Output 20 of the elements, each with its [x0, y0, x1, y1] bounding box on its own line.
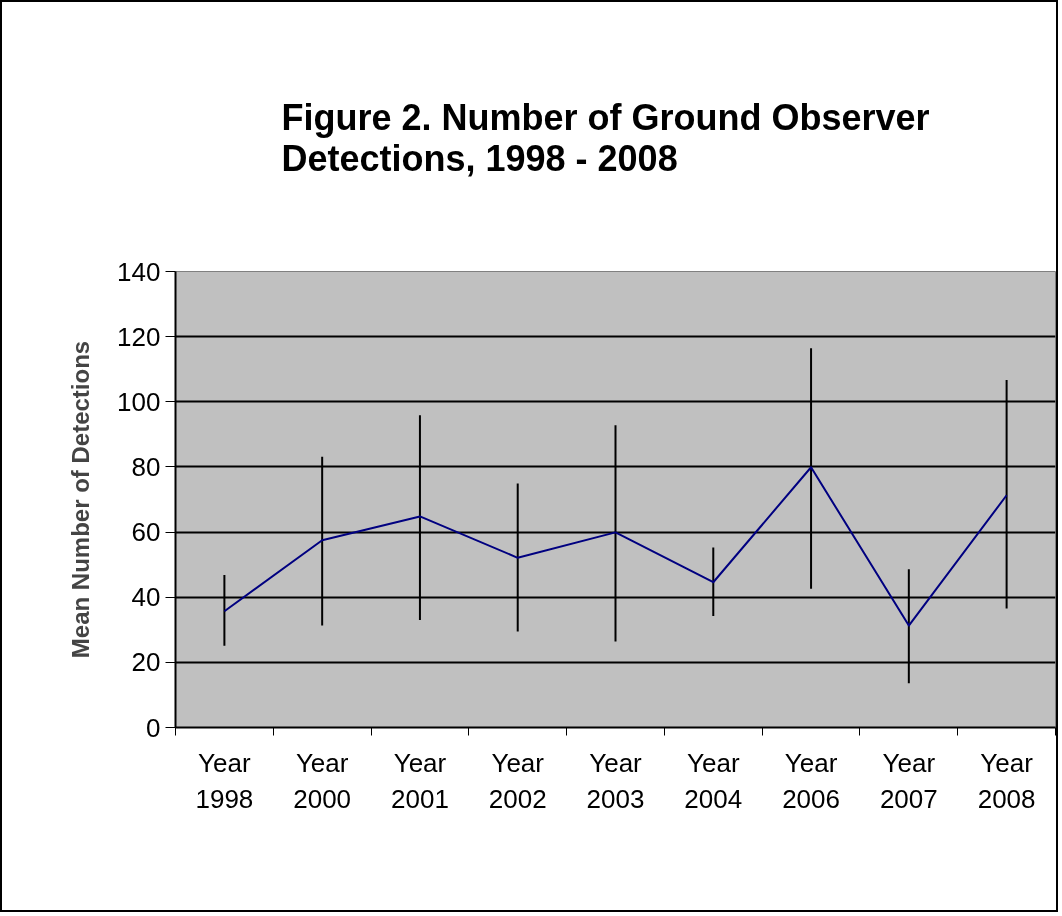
x-tick-label: Year 1998	[195, 747, 254, 814]
y-tick-label: 100	[117, 386, 161, 417]
y-tick-label: 0	[146, 712, 161, 743]
x-tick-label: Year 2008	[977, 747, 1036, 814]
y-tick-label: 20	[131, 647, 161, 678]
y-tick-label: 120	[117, 321, 161, 352]
chart-title: Figure 2. Number of Ground Observer Detections, 1998 - 2008	[281, 97, 930, 179]
y-axis-title: Mean Number of Detections	[67, 340, 95, 659]
y-tick-label: 40	[131, 582, 161, 613]
line-series	[223, 466, 1008, 627]
x-tick-label: Year 2000	[293, 747, 352, 814]
y-tick-label: 60	[131, 517, 161, 548]
x-tick-label: Year 2004	[684, 747, 743, 814]
x-tick-label: Year 2002	[488, 747, 547, 814]
y-tick-label: 80	[131, 451, 161, 482]
x-tick-label: Year 2007	[879, 747, 938, 814]
x-tick-label: Year 2006	[782, 747, 840, 814]
x-tick-label: Year 2003	[586, 747, 645, 814]
y-tick-label: 140	[117, 256, 161, 287]
x-tick-label: Year 2001	[391, 747, 449, 814]
